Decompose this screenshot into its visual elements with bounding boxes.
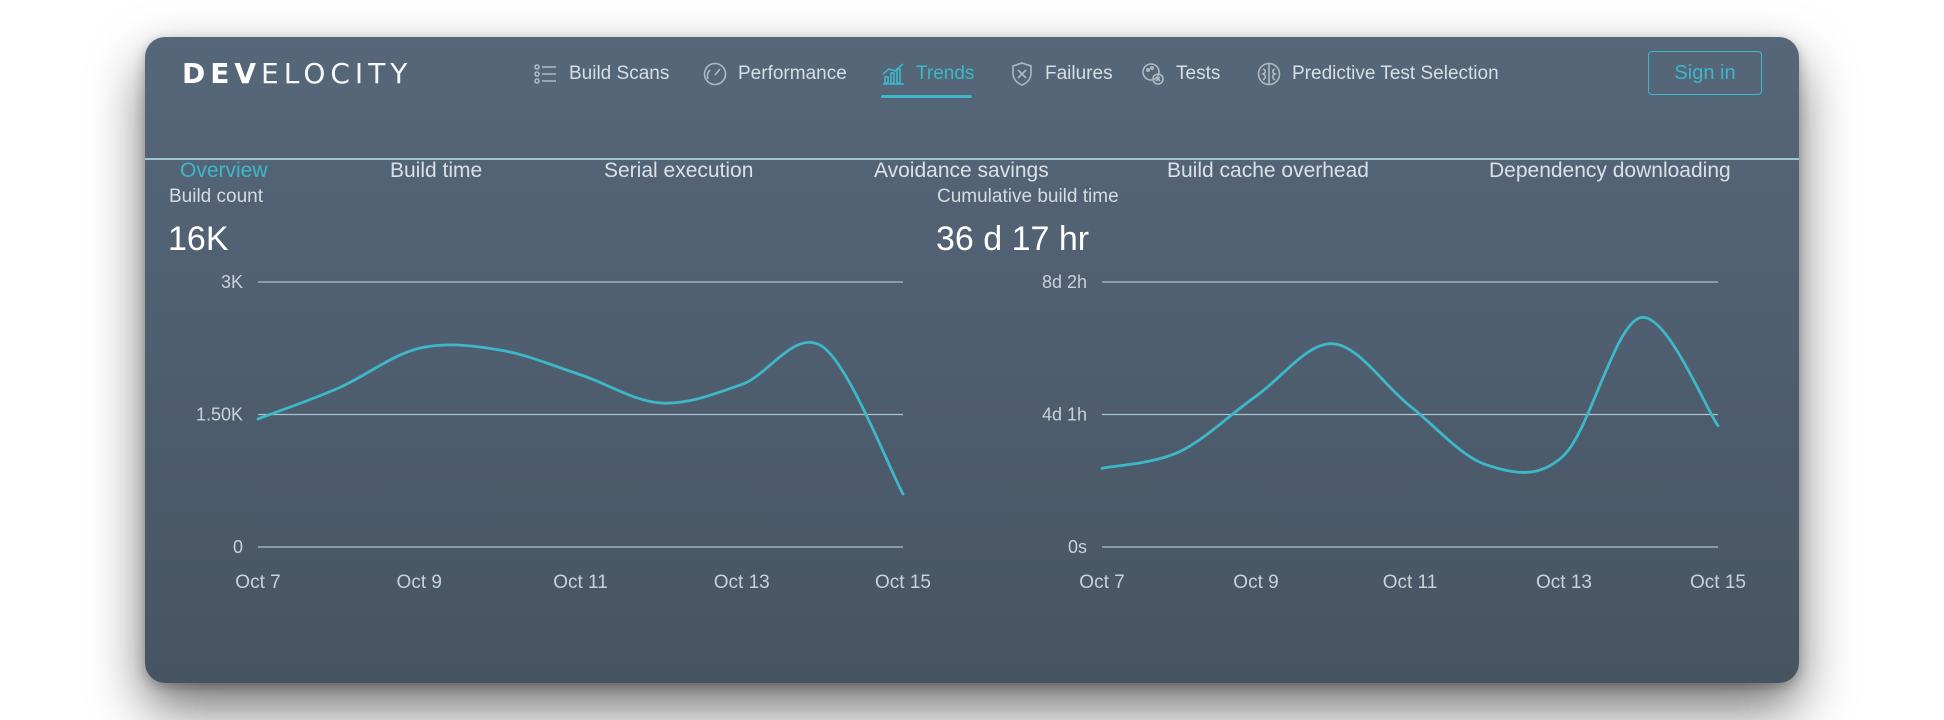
sub-tabs: Overview Build time Serial execution Avo… — [145, 121, 1799, 197]
gauge-icon — [703, 62, 727, 86]
brain-icon — [1257, 62, 1281, 86]
build-count-x-tick-label: Oct 15 — [875, 572, 931, 593]
top-navigation: DEVELOCITY Build Scans Performance Trend… — [145, 37, 1799, 111]
cumulative-build-time-x-tick-label: Oct 7 — [1079, 572, 1124, 593]
nav-label: Failures — [1045, 63, 1113, 84]
cumulative-build-time-x-tick-label: Oct 15 — [1690, 572, 1746, 593]
trend-chart-icon — [882, 63, 904, 85]
tab-avoidance-savings[interactable]: Avoidance savings — [874, 159, 1049, 182]
logo-light-text: ELOCITY — [261, 57, 413, 90]
tab-build-time[interactable]: Build time — [390, 159, 483, 182]
shield-x-icon — [1012, 62, 1032, 86]
tab-divider — [145, 158, 1799, 160]
nav-label: Build Scans — [569, 63, 670, 84]
build-count-y-tick-label: 3K — [221, 272, 243, 292]
build-count-label: Build count — [169, 186, 264, 207]
nav-performance[interactable]: Performance — [702, 59, 847, 89]
list-icon — [534, 64, 556, 84]
cumulative-build-time-x-tick-label: Oct 13 — [1536, 572, 1592, 593]
cumulative-build-time-x-tick-label: Oct 9 — [1233, 572, 1278, 593]
build-count-series-line — [256, 340, 905, 496]
cumulative-build-time-x-tick-label: Oct 11 — [1383, 572, 1438, 593]
develocity-logo[interactable]: DEVELOCITY — [182, 57, 412, 90]
cumulative-build-time-series-line — [1100, 316, 1720, 474]
cumulative-build-time-y-tick-label: 8d 2h — [1042, 272, 1087, 292]
build-count-x-tick-label: Oct 13 — [714, 572, 770, 593]
tab-overview[interactable]: Overview — [180, 159, 268, 182]
tests-icon — [1142, 63, 1164, 85]
cumulative-build-time-value: 36 d 17 hr — [936, 220, 1090, 258]
tab-serial-execution[interactable]: Serial execution — [604, 159, 754, 182]
tab-dependency-downloading[interactable]: Dependency downloading — [1489, 159, 1731, 182]
nav-label: Tests — [1176, 63, 1221, 84]
cumulative-build-time-y-tick-label: 4d 1h — [1042, 405, 1087, 425]
app-window: DEVELOCITY Build Scans Performance Trend… — [145, 37, 1799, 683]
nav-trends[interactable]: Trends — [880, 59, 974, 89]
sign-in-button[interactable]: Sign in — [1648, 51, 1762, 95]
active-nav-indicator — [881, 95, 972, 98]
build-count-x-tick-label: Oct 7 — [235, 572, 280, 593]
logo-bold-text: DEV — [182, 57, 262, 90]
nav-build-scans[interactable]: Build Scans — [533, 59, 669, 89]
build-count-value: 16K — [168, 220, 229, 258]
build-count-x-tick-label: Oct 9 — [397, 572, 442, 593]
nav-label: Performance — [738, 63, 847, 84]
nav-tests[interactable]: Tests — [1140, 59, 1220, 89]
nav-label: Trends — [916, 63, 975, 84]
nav-predictive-test-selection[interactable]: Predictive Test Selection — [1256, 59, 1499, 89]
build-count-x-tick-label: Oct 11 — [553, 572, 608, 593]
cumulative-build-time-y-tick-label: 0s — [1068, 537, 1087, 557]
nav-failures[interactable]: Failures — [1009, 59, 1113, 89]
nav-label: Predictive Test Selection — [1292, 63, 1499, 84]
trend-charts: 3K 1.50K 0 Oct 7 Oct 9 Oct 11 Oct 13 Oct 15 8d 2… — [196, 272, 1746, 593]
tab-build-cache-overhead[interactable]: Build cache overhead — [1167, 159, 1369, 182]
build-count-y-tick-label: 1.50K — [196, 405, 243, 425]
cumulative-build-time-label: Cumulative build time — [937, 186, 1119, 207]
build-count-y-tick-label: 0 — [233, 537, 243, 557]
